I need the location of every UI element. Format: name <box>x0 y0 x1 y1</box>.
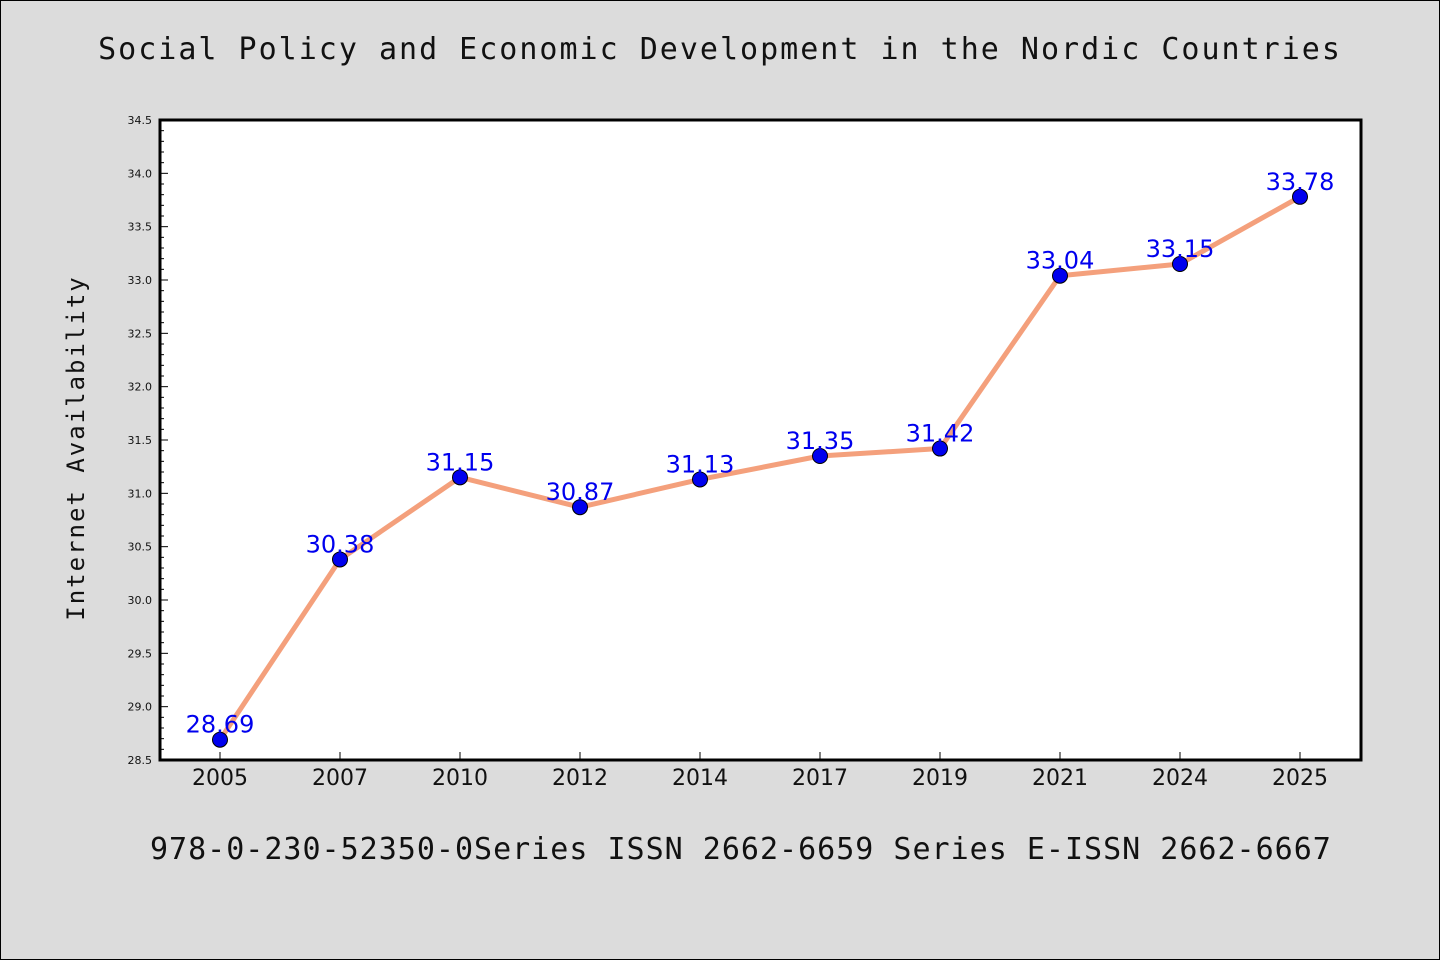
data-label: 30.38 <box>306 530 375 558</box>
x-tick-label: 2017 <box>792 766 848 791</box>
y-axis-label: Internet Availability <box>62 275 90 620</box>
plot-area <box>158 118 1363 762</box>
x-tick-label: 2010 <box>432 766 488 791</box>
data-point <box>812 448 828 464</box>
data-label: 33.04 <box>1026 247 1095 275</box>
data-label: 33.15 <box>1146 235 1215 263</box>
x-tick-label: 2019 <box>912 766 968 791</box>
series-markers <box>212 188 1308 748</box>
y-tick-label: 30.0 <box>128 594 153 607</box>
data-point <box>692 471 708 488</box>
y-tick-label: 32.5 <box>128 327 153 340</box>
data-point <box>212 731 228 748</box>
x-tick-label: 2005 <box>192 766 248 791</box>
y-tick-label: 34.0 <box>128 167 153 180</box>
data-label: 31.13 <box>666 450 735 478</box>
x-tick-label: 2007 <box>312 766 368 791</box>
y-axis-ticks: 28.5 29.0 29.5 30.0 30.5 31.0 31.5 32.0 32.5 33.0… <box>128 114 168 767</box>
data-label: 33.78 <box>1266 168 1335 196</box>
y-tick-label: 33.5 <box>128 221 153 234</box>
x-tick-label: 2025 <box>1272 766 1328 791</box>
y-tick-label: 33.0 <box>128 274 153 287</box>
y-tick-label: 29.0 <box>128 701 153 714</box>
data-label: 31.15 <box>426 448 495 476</box>
data-point <box>332 551 348 568</box>
data-point <box>1292 188 1308 205</box>
y-tick-label: 31.0 <box>128 487 153 500</box>
x-tick-label: 2012 <box>552 766 608 791</box>
y-tick-label: 34.5 <box>128 114 153 127</box>
series-line <box>217 194 1302 742</box>
y-tick-label: 28.5 <box>128 754 153 767</box>
y-tick-label: 32.0 <box>128 381 153 394</box>
x-axis-ticks: 2005 2007 2010 2012 2014 2017 2019 2021 2024 2025 <box>192 752 1328 791</box>
y-tick-label: 31.5 <box>128 434 153 447</box>
y-tick-label: 30.5 <box>128 541 153 554</box>
y-tick-label: 29.5 <box>128 647 153 660</box>
data-point <box>1052 267 1068 284</box>
chart-title: Social Policy and Economic Development i… <box>98 32 1342 67</box>
data-labels: 28.69 30.38 31.15 30.87 31.13 31.35 31.42 33.04… <box>186 168 1335 739</box>
series-polyline <box>217 194 1302 742</box>
footer-isbn-text: 978-0-230-52350-0Series ISSN 2662-6659 S… <box>150 832 1332 867</box>
data-label: 28.69 <box>186 711 255 739</box>
data-label: 31.42 <box>906 420 975 448</box>
x-tick-label: 2021 <box>1032 766 1088 791</box>
data-label: 31.35 <box>786 427 855 455</box>
data-point <box>1172 256 1188 272</box>
x-tick-label: 2024 <box>1152 766 1208 791</box>
data-point <box>932 440 948 457</box>
data-point <box>572 499 588 516</box>
data-point <box>452 469 468 486</box>
data-label: 30.87 <box>546 478 615 506</box>
x-tick-label: 2014 <box>672 766 728 791</box>
